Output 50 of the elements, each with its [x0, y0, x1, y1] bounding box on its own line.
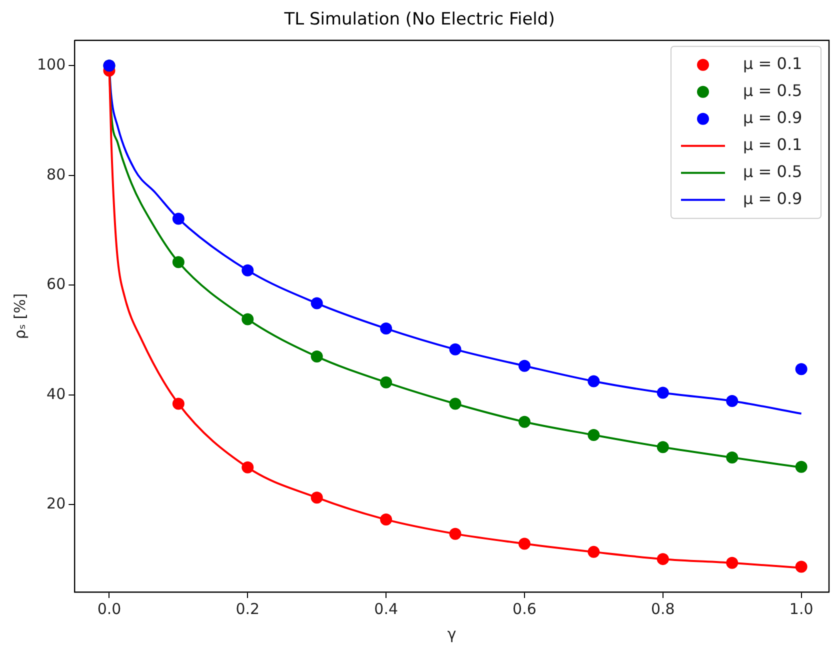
x-tick-label: 0.0: [97, 600, 122, 618]
point: [310, 492, 323, 504]
legend-label: μ = 0.9: [743, 108, 802, 128]
point: [518, 360, 530, 372]
chart-title: TL Simulation (No Electric Field): [283, 10, 555, 30]
point: [310, 350, 323, 363]
point: [242, 461, 254, 474]
x-tick-label: 0.6: [512, 600, 536, 618]
y-tick-label: 100: [36, 56, 66, 74]
y-tick-label: 60: [46, 275, 66, 294]
point: [172, 256, 184, 268]
x-tick-label: 0.2: [236, 600, 260, 618]
point: [656, 553, 669, 566]
point: [726, 452, 738, 464]
point: [449, 343, 462, 356]
point: [518, 538, 530, 550]
legend-label: μ = 0.9: [743, 189, 802, 208]
point: [795, 560, 808, 573]
legend-label: μ = 0.1: [743, 135, 802, 154]
y-tick-label: 80: [46, 165, 66, 184]
point: [380, 376, 392, 388]
y-tick-label: 40: [46, 384, 66, 403]
point: [726, 395, 738, 407]
y-tick-label: 20: [46, 494, 66, 513]
y-axis-title: ρₛ [%]: [10, 293, 29, 340]
point: [242, 264, 254, 276]
point: [588, 546, 600, 558]
point: [588, 429, 600, 442]
legend-label: μ = 0.5: [743, 81, 802, 100]
point: [310, 297, 323, 310]
point: [795, 460, 808, 473]
point: [518, 416, 530, 428]
point: [449, 528, 462, 540]
legend-label: μ = 0.5: [743, 162, 802, 182]
point: [172, 212, 184, 225]
point: [656, 386, 669, 399]
x-tick-label: 0.8: [650, 600, 675, 618]
point: [726, 556, 738, 569]
point: [588, 375, 600, 388]
point: [242, 313, 254, 326]
x-tick-label: 0.4: [374, 600, 398, 618]
x-axis-title: γ: [447, 624, 456, 643]
point: [656, 441, 669, 454]
point: [172, 398, 184, 410]
point: [380, 514, 392, 526]
point: [380, 322, 392, 335]
point: [449, 398, 462, 410]
point: [795, 363, 808, 376]
legend-label: μ = 0.1: [743, 54, 802, 74]
x-tick-label: 1.0: [789, 600, 814, 618]
